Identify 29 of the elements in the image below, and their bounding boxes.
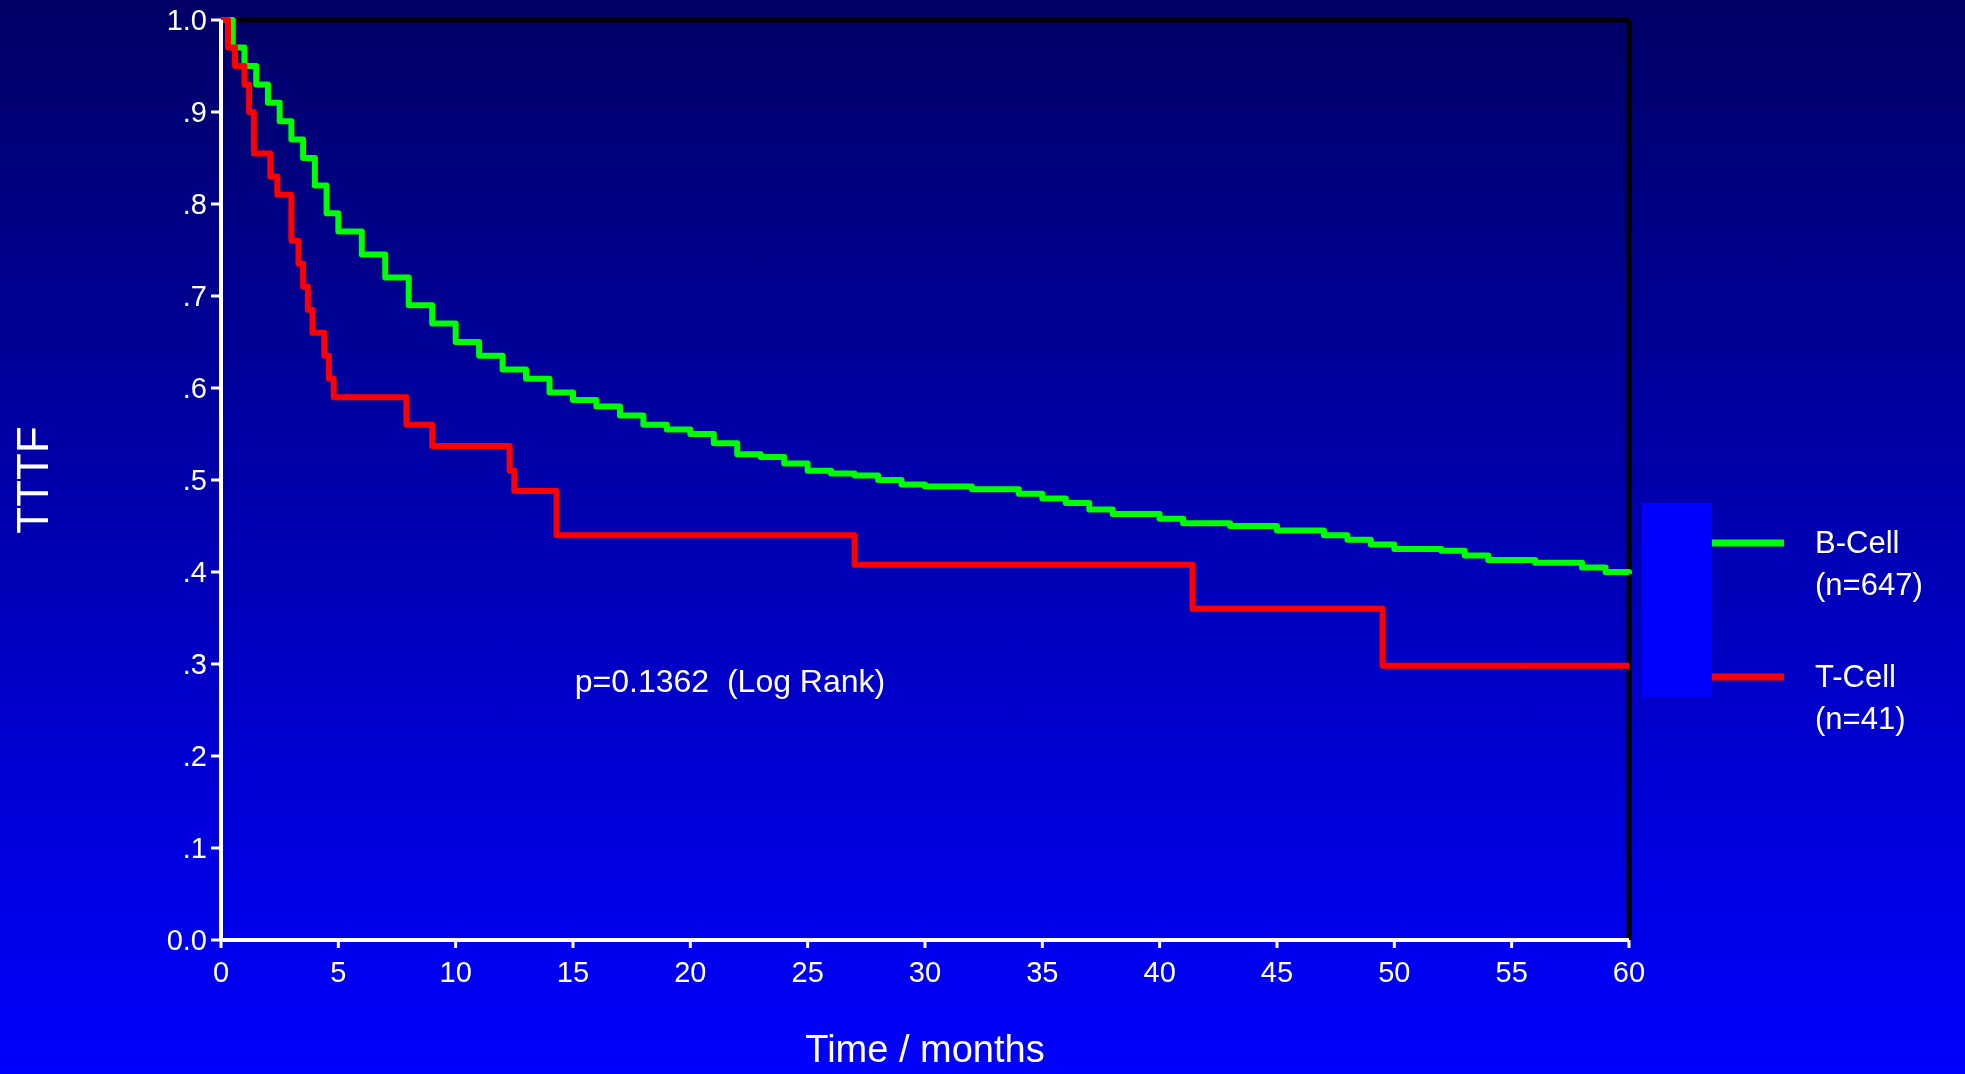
x-tick-label: 15 <box>556 956 590 988</box>
y-tick-label: .3 <box>182 648 207 681</box>
y-axis-title: TTTF <box>8 426 57 534</box>
y-tick-label: .9 <box>182 96 207 129</box>
y-tick-label: .7 <box>182 280 207 313</box>
x-tick-label: 45 <box>1260 956 1294 988</box>
x-tick-label: 60 <box>1612 956 1646 988</box>
x-tick-label: 35 <box>1026 956 1059 988</box>
x-axis-title: Time / months <box>805 1028 1045 1070</box>
x-tick-label: 25 <box>791 956 824 988</box>
y-tick-label: .8 <box>182 188 207 221</box>
legend-label: T-Cell (n=41) <box>1815 659 1906 736</box>
annotation: p=0.1362 (Log Rank) <box>574 662 886 699</box>
y-tick-label: 1.0 <box>166 4 207 37</box>
x-tick-label: 55 <box>1495 956 1528 988</box>
x-tick-label: 0 <box>212 956 230 988</box>
legend-label: B-Cell (n=647) <box>1815 525 1923 602</box>
x-tick-label: 5 <box>330 956 347 988</box>
y-tick-label: 0.0 <box>166 924 207 957</box>
y-tick-label: .6 <box>182 372 207 405</box>
y-tick-label: .4 <box>182 556 207 589</box>
x-tick-label: 50 <box>1378 956 1411 988</box>
y-tick-label: .1 <box>182 832 207 865</box>
y-tick-label: .2 <box>182 740 207 773</box>
x-tick-label: 10 <box>439 956 472 988</box>
x-tick-label: 30 <box>908 956 942 988</box>
x-tick-label: 40 <box>1143 956 1176 988</box>
x-tick-label: 20 <box>674 956 707 988</box>
y-tick-label: .5 <box>182 464 207 497</box>
